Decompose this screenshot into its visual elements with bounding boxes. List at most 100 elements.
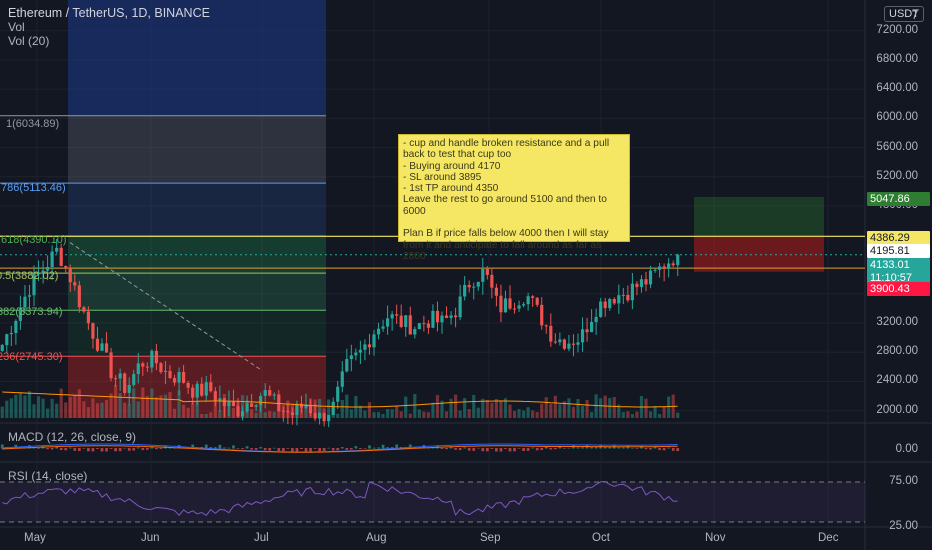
candle-body bbox=[127, 384, 131, 393]
currency-button[interactable]: USDT bbox=[884, 6, 924, 22]
volume-bar bbox=[644, 398, 648, 418]
macd-histogram-bar bbox=[395, 444, 399, 449]
volume-bar bbox=[340, 399, 344, 418]
volume-bar bbox=[9, 398, 13, 418]
macd-histogram-bar bbox=[291, 448, 294, 452]
macd-histogram-bar bbox=[209, 447, 213, 449]
volume-bar bbox=[558, 404, 562, 418]
macd-label[interactable]: MACD (12, 26, close, 9) bbox=[8, 430, 137, 444]
macd-histogram-bar bbox=[322, 448, 326, 452]
candle-body bbox=[331, 401, 335, 415]
macd-histogram-bar bbox=[191, 444, 195, 449]
candle-body bbox=[218, 398, 222, 401]
candle-body bbox=[231, 401, 236, 407]
candle-body bbox=[27, 295, 32, 297]
candle-body bbox=[463, 284, 467, 297]
volume-bar bbox=[658, 413, 662, 418]
candle-body bbox=[576, 342, 580, 345]
candle-body bbox=[163, 370, 168, 373]
volume-bar bbox=[77, 389, 81, 418]
macd-histogram-bar bbox=[662, 448, 666, 451]
volume-bar bbox=[14, 394, 18, 418]
volume-bar bbox=[5, 400, 9, 418]
macd-histogram-bar bbox=[204, 444, 208, 449]
macd-histogram-bar bbox=[513, 448, 516, 452]
candle-body bbox=[191, 387, 195, 398]
volume-bar bbox=[231, 407, 236, 418]
candle-body bbox=[82, 307, 86, 312]
fib-zone bbox=[68, 183, 326, 237]
candle-body bbox=[517, 305, 521, 309]
volume-bar bbox=[485, 399, 489, 418]
candle-body bbox=[671, 263, 675, 266]
candle-body bbox=[64, 265, 68, 268]
volume-bar bbox=[386, 409, 390, 418]
candle-body bbox=[363, 344, 367, 350]
macd-histogram-bar bbox=[390, 447, 394, 449]
volume-bar bbox=[109, 393, 113, 418]
volume-bar bbox=[508, 404, 512, 418]
candle-body bbox=[150, 350, 154, 368]
candle-body bbox=[422, 323, 426, 325]
last-price-tag: 4133.01 bbox=[867, 258, 930, 272]
macd-histogram-bar bbox=[295, 448, 299, 452]
macd-histogram-bar bbox=[653, 446, 657, 449]
macd-histogram-bar bbox=[272, 447, 276, 449]
candle-body bbox=[354, 352, 358, 356]
price-tick: 6800.00 bbox=[876, 52, 918, 65]
trade-idea-note[interactable]: - cup and handle broken resistance and a… bbox=[398, 134, 630, 262]
candle-body bbox=[68, 267, 72, 283]
candle-body bbox=[204, 382, 208, 396]
candle-body bbox=[313, 413, 317, 419]
symbol-title[interactable]: Ethereum / TetherUS, 1D, BINANCE bbox=[8, 6, 210, 20]
volume-indicator-label[interactable]: Vol bbox=[8, 20, 25, 34]
candle-body bbox=[617, 295, 621, 304]
fib-level-5: 0.5(3882.02) bbox=[0, 270, 59, 282]
volume-bar bbox=[667, 396, 671, 418]
macd-histogram-bar bbox=[59, 448, 63, 451]
rsi-label[interactable]: RSI (14, close) bbox=[8, 469, 88, 483]
macd-histogram-bar bbox=[114, 448, 117, 452]
macd-histogram-bar bbox=[227, 447, 231, 449]
candle-body bbox=[535, 297, 539, 305]
fib-level-236: .236(2745.30) bbox=[0, 351, 63, 363]
candle-body bbox=[259, 395, 263, 406]
candle-body bbox=[417, 323, 421, 330]
volume-bar bbox=[23, 395, 27, 418]
candle-body bbox=[14, 320, 18, 333]
macd-histogram-bar bbox=[50, 448, 54, 450]
macd-histogram-bar bbox=[386, 447, 389, 449]
candle-body bbox=[159, 363, 163, 373]
macd-histogram-bar bbox=[123, 448, 127, 449]
candle-body bbox=[662, 266, 666, 269]
volume-bar bbox=[476, 407, 480, 418]
macd-histogram-bar bbox=[150, 446, 154, 449]
volume-bar bbox=[222, 394, 226, 418]
candle-body bbox=[490, 274, 494, 288]
volume-bar bbox=[454, 394, 458, 418]
macd-histogram-bar bbox=[254, 448, 258, 450]
candle-body bbox=[272, 394, 276, 396]
macd-histogram-bar bbox=[495, 448, 498, 452]
macd-histogram-bar bbox=[594, 447, 598, 449]
volume-ma-indicator-label[interactable]: Vol (20) bbox=[8, 34, 50, 48]
volume-bar bbox=[363, 410, 367, 418]
fib-level-786: .786(5113.46) bbox=[0, 182, 66, 194]
macd-histogram-bar bbox=[363, 448, 367, 449]
candle-body bbox=[667, 263, 671, 269]
volume-bar bbox=[481, 398, 485, 418]
volume-bar bbox=[290, 404, 294, 418]
candle-body bbox=[630, 283, 634, 301]
macd-histogram-bar bbox=[377, 447, 380, 449]
macd-histogram-bar bbox=[127, 448, 131, 451]
candle-body bbox=[55, 247, 59, 252]
candle-body bbox=[172, 377, 177, 383]
volume-bar bbox=[123, 402, 127, 418]
volume-bar bbox=[27, 391, 32, 418]
volume-bar bbox=[499, 400, 503, 418]
candle-body bbox=[118, 373, 122, 379]
volume-bar bbox=[608, 398, 612, 418]
macd-histogram-bar bbox=[331, 448, 335, 451]
volume-bar bbox=[490, 402, 494, 418]
